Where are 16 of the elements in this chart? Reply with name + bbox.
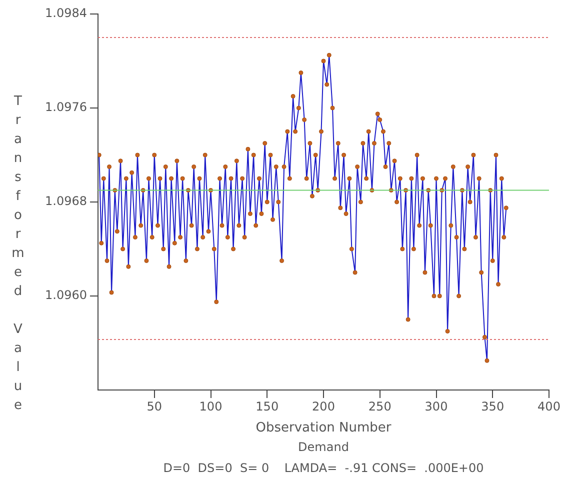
text: Transformed Value — [12, 94, 24, 413]
y-tick-label: 1.0984 — [45, 6, 87, 20]
text: D=0 DS=0 S= 0 LAMDA= -.91 CONS= .000E+00 — [162, 461, 485, 475]
y-tick-label: 1.0960 — [45, 288, 87, 302]
x-axis-title: Observation Number — [256, 420, 392, 436]
x-tick-label: 400 — [538, 399, 560, 414]
x-tick-label: 100 — [199, 399, 222, 414]
x-tick-label: 250 — [368, 399, 392, 414]
x-tick-label: 350 — [481, 399, 504, 414]
x-tick-label: 150 — [256, 399, 279, 414]
y-tick-label: 1.0968 — [45, 194, 87, 208]
x-tick-label: 50 — [146, 399, 162, 414]
x-tick-label: 300 — [424, 399, 448, 414]
text: Demand — [297, 440, 350, 454]
x-tick-label: 200 — [312, 399, 335, 414]
y-tick-label: 1.0976 — [45, 100, 87, 114]
